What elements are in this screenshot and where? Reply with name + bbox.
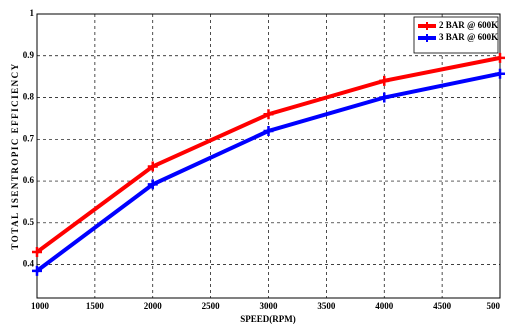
point-marker xyxy=(495,52,505,63)
y-tick-label: 0.4 xyxy=(23,259,35,269)
x-tick-label: 2500 xyxy=(202,301,221,311)
point-marker xyxy=(379,92,390,103)
y-tick-label: 0.9 xyxy=(23,50,35,60)
x-tick-label: 2000 xyxy=(144,301,163,311)
point-marker xyxy=(147,161,158,172)
x-tick-label: 1000 xyxy=(31,301,50,311)
point-marker xyxy=(263,125,274,136)
point-marker xyxy=(263,109,274,120)
x-tick-label: 500 xyxy=(487,301,501,311)
point-marker xyxy=(147,179,158,190)
x-tick-label: 1500 xyxy=(86,301,105,311)
legend-label: 2 BAR @ 600K xyxy=(439,20,498,30)
x-axis-label: SPEED(RPM) xyxy=(240,314,296,324)
point-marker xyxy=(32,265,42,276)
y-tick-label: 0.6 xyxy=(23,175,35,185)
point-marker xyxy=(32,247,42,258)
x-tick-label: 4500 xyxy=(433,301,452,311)
y-axis-label: TOTAL ISENTROPIC EFFICIENCY xyxy=(10,62,20,249)
y-tick-label: 0.7 xyxy=(23,133,35,143)
y-tick-label: 0.8 xyxy=(23,92,35,102)
x-tick-label: 3000 xyxy=(260,301,279,311)
point-marker xyxy=(495,68,505,79)
y-tick-label: 0.5 xyxy=(23,217,35,227)
legend-marker xyxy=(423,34,431,42)
x-tick-label: 3500 xyxy=(317,301,336,311)
x-tick-label: 4000 xyxy=(375,301,394,311)
point-marker xyxy=(379,75,390,86)
legend-label: 3 BAR @ 600K xyxy=(439,32,498,42)
legend-marker xyxy=(423,22,431,30)
y-tick-label: 1 xyxy=(30,8,35,18)
